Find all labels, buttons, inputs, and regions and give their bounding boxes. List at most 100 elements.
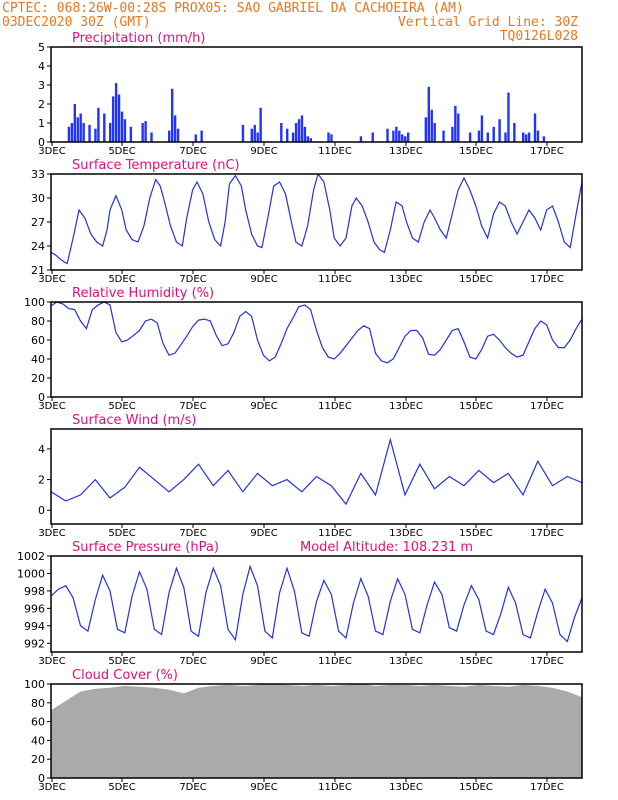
x-tick-label: 7DEC <box>179 274 206 285</box>
precip-bar <box>524 134 528 142</box>
precip-bar <box>386 128 389 142</box>
precip-bar <box>542 136 546 142</box>
y-tick-label: 992 <box>24 637 45 650</box>
pres-data <box>51 564 582 643</box>
cloud-title: Cloud Cover (%) <box>72 668 178 683</box>
header-grid-line: Vertical Grid Line: 30Z <box>398 15 578 30</box>
rh-line <box>51 302 582 364</box>
precip-bar <box>70 123 74 142</box>
panel-cloud: Cloud Cover (%) 0 20 40 60 80 100 3DEC 5DEC 7DEC 9… <box>24 668 583 793</box>
precip-bar <box>253 124 256 142</box>
precip-bar <box>73 104 76 142</box>
precip-bar <box>492 126 495 142</box>
precip-frame <box>50 46 583 143</box>
y-tick-label: 24 <box>31 240 45 253</box>
precip-bar <box>123 119 127 142</box>
y-tick-label: 5 <box>38 41 45 54</box>
precip-bar <box>309 138 312 142</box>
precip-bar <box>454 105 457 142</box>
precip-bar <box>504 132 507 142</box>
x-tick-label: 9DEC <box>250 401 277 412</box>
y-tick-label: 100 <box>24 296 45 309</box>
panel-temp: Surface Temperature (nC) 21 24 27 30 33 3DEC 5D… <box>31 158 583 285</box>
precip-bar <box>442 130 445 142</box>
x-tick-label: 11DEC <box>318 528 352 539</box>
x-tick-label: 7DEC <box>179 656 206 667</box>
x-tick-label: 3DEC <box>38 782 65 793</box>
precip-bar <box>306 136 310 142</box>
x-tick-label: 15DEC <box>459 401 493 412</box>
precip-bar <box>424 117 428 142</box>
precip-bar <box>79 113 82 142</box>
precip-bar <box>286 128 289 142</box>
x-tick-label: 11DEC <box>318 274 352 285</box>
precip-bar <box>513 123 516 142</box>
precip-bar <box>176 128 180 142</box>
pres-title: Surface Pressure (hPa) <box>72 540 219 555</box>
y-tick-label: 4 <box>38 60 45 73</box>
y-tick-label: 27 <box>31 216 45 229</box>
x-tick-label: 13DEC <box>389 401 423 412</box>
precip-bar <box>395 126 398 142</box>
x-tick-label: 9DEC <box>250 782 277 793</box>
precip-bar <box>144 121 147 142</box>
precip-bar <box>392 130 395 142</box>
precip-bar <box>194 134 197 142</box>
y-tick-label: 100 <box>24 678 45 691</box>
x-tick-label: 11DEC <box>318 782 352 793</box>
precip-bar <box>359 136 363 142</box>
x-tick-label: 15DEC <box>459 782 493 793</box>
precip-bar <box>536 130 540 142</box>
precip-bar <box>427 86 430 142</box>
y-tick-label: 33 <box>31 168 45 181</box>
precip-bar <box>173 115 177 142</box>
panel-rh: Relative Humidity (%) 0 20 40 60 80 100 3DEC 5DE… <box>24 286 583 412</box>
precip-bar <box>433 123 436 142</box>
temp-data <box>51 174 582 265</box>
y-tick-label: 998 <box>24 585 45 598</box>
x-tick-label: 17DEC <box>530 401 564 412</box>
x-tick-label: 3DEC <box>38 401 65 412</box>
x-tick-label: 7DEC <box>179 782 206 793</box>
precip-bar <box>401 134 404 142</box>
precip-bar <box>327 132 330 142</box>
y-tick-label: 1000 <box>17 567 45 580</box>
precip-bar <box>398 130 401 142</box>
precip-title: Precipitation (mm/h) <box>72 31 205 46</box>
wind-frame <box>50 428 583 525</box>
x-tick-label: 17DEC <box>530 274 564 285</box>
x-tick-label: 5DEC <box>108 528 135 539</box>
y-tick-label: 20 <box>31 372 45 385</box>
precip-bar <box>76 117 79 142</box>
wind-title: Surface Wind (m/s) <box>72 413 196 428</box>
precip-bar <box>94 128 97 142</box>
precip-bar <box>168 130 171 142</box>
y-tick-label: 994 <box>24 620 45 633</box>
y-tick-label: 0 <box>38 772 45 785</box>
x-tick-label: 11DEC <box>318 401 352 412</box>
precip-bar <box>114 83 118 142</box>
precip-bar <box>533 113 537 142</box>
header-date: 03DEC2020 30Z (GMT) <box>2 15 151 30</box>
header-model-id: TQ0126L028 <box>500 29 578 44</box>
cloud-data <box>51 684 582 778</box>
x-tick-label: 9DEC <box>250 656 277 667</box>
precip-bar <box>117 94 121 142</box>
panels-group: Precipitation (mm/h) 0 1 2 3 4 5 3DEC 5DEC 7DEC 9D… <box>17 31 583 793</box>
x-tick-label: 5DEC <box>108 146 135 157</box>
precip-bar <box>82 123 85 142</box>
precip-bar <box>109 123 112 142</box>
precip-bar <box>170 88 174 142</box>
precip-bar <box>259 107 262 142</box>
x-tick-label: 17DEC <box>530 146 564 157</box>
precip-bar <box>111 96 115 142</box>
temp-line <box>51 174 582 265</box>
y-tick-label: 3 <box>38 79 45 92</box>
x-tick-label: 17DEC <box>530 782 564 793</box>
precip-bar <box>250 128 253 142</box>
x-tick-label: 7DEC <box>179 401 206 412</box>
y-tick-label: 1002 <box>17 550 45 563</box>
x-tick-label: 11DEC <box>318 656 352 667</box>
precip-bar <box>200 130 203 142</box>
pres-line <box>51 564 582 643</box>
